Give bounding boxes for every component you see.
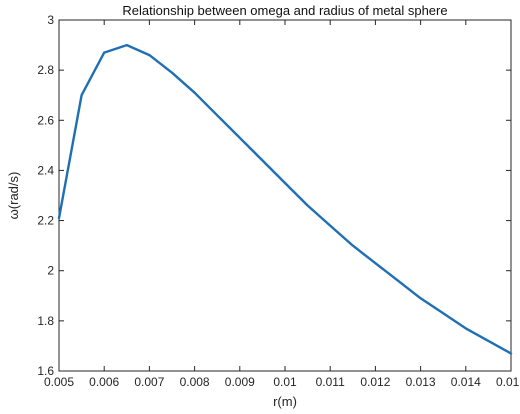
x-tick-label: 0.005 bbox=[44, 375, 74, 389]
y-tick-label: 2.6 bbox=[37, 113, 54, 127]
y-tick-label: 2.8 bbox=[37, 63, 54, 77]
x-tick-label: 0.007 bbox=[134, 375, 164, 389]
y-tick-label: 3 bbox=[47, 13, 54, 27]
x-tick-label: 0.012 bbox=[360, 375, 390, 389]
x-tick-label: 0.011 bbox=[316, 375, 345, 389]
x-tick-label: 0.009 bbox=[225, 375, 255, 389]
y-axis-ticks: 1.6 1.8 2 2.2 2.4 2.6 2.8 3 bbox=[37, 13, 511, 378]
x-tick-label: 0.014 bbox=[451, 375, 481, 389]
x-tick-label: 0.01 bbox=[273, 375, 297, 389]
plot-frame bbox=[58, 19, 512, 372]
series-line bbox=[57, 43, 513, 355]
y-tick-label: 1.8 bbox=[37, 314, 54, 328]
chart-title: Relationship between omega and radius of… bbox=[122, 3, 447, 18]
y-tick-label: 2.2 bbox=[37, 214, 54, 228]
x-axis-label: r(m) bbox=[273, 394, 297, 409]
x-tick-label: 0.008 bbox=[180, 375, 210, 389]
y-tick-label: 1.6 bbox=[37, 364, 54, 378]
x-axis-ticks: 0.005 0.006 0.007 0.008 0.009 0.01 0.011 0.012 0… bbox=[44, 20, 520, 389]
x-tick-label: 0.006 bbox=[89, 375, 119, 389]
y-axis-label: ω(rad/s) bbox=[6, 172, 21, 220]
y-tick-label: 2.4 bbox=[37, 163, 54, 177]
x-tick-label: 0.013 bbox=[406, 375, 436, 389]
y-tick-label: 2 bbox=[47, 264, 54, 278]
x-tick-label: 0.015 bbox=[496, 375, 520, 389]
